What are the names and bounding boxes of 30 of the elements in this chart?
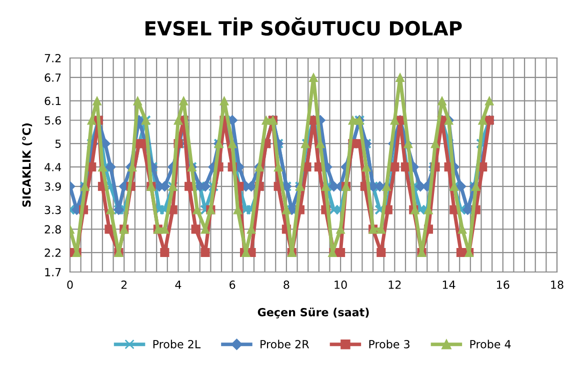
x-tick-label: 4	[175, 280, 182, 289]
legend-label: Probe 3	[369, 340, 410, 348]
y-tick-label: 4.4	[44, 163, 62, 172]
y-tick-label: 7.2	[44, 54, 61, 62]
x-tick-label: 0	[67, 280, 73, 289]
y-axis-title: SICAKLIK (°C)	[22, 123, 32, 207]
y-tick-label: 2.2	[44, 248, 61, 257]
x-tick-label: 18	[551, 280, 564, 289]
x-tick-label: 6	[230, 280, 236, 289]
x-tick-label: 12	[388, 280, 401, 289]
x-tick-label: 14	[442, 280, 456, 289]
point	[456, 181, 466, 192]
legend-label: Probe 4	[470, 340, 511, 348]
x-tick-label: 2	[121, 280, 127, 289]
chart-title: EVSEL TİP SOĞUTUCU DOLAP	[146, 17, 462, 36]
y-tick-label: 3.9	[44, 182, 61, 191]
y-tick-label: 2.8	[44, 225, 61, 234]
x-tick-label: 8	[284, 280, 290, 289]
point	[105, 162, 116, 172]
x-tick-label: 10	[334, 280, 347, 289]
y-tick-label: 6.1	[44, 96, 61, 106]
x-tick-label: 16	[497, 280, 510, 289]
y-tick-label: 6.7	[44, 73, 61, 82]
x-axis-title: Geçen Süre (saat)	[258, 308, 369, 318]
legend-label: Probe 2R	[260, 340, 310, 348]
y-tick-label: 5.6	[44, 116, 61, 125]
y-tick-label: 3.3	[44, 206, 61, 214]
y-tick-label: 1.7	[45, 268, 61, 276]
legend-label: Probe 2L	[153, 340, 201, 348]
y-tick-label: 5	[55, 140, 61, 148]
